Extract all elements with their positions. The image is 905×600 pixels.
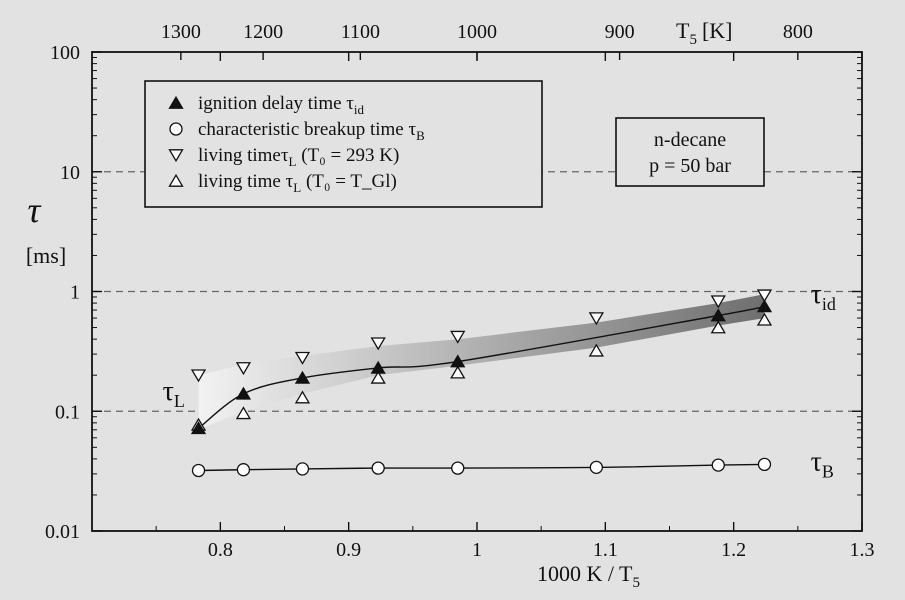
data-point bbox=[294, 390, 311, 404]
x-tick-label: 0.8 bbox=[208, 539, 233, 561]
legend-label-main: living timeτ bbox=[198, 145, 289, 166]
data-point bbox=[757, 457, 772, 472]
curve-label-main: τ bbox=[163, 376, 174, 407]
legend-marker bbox=[169, 122, 183, 136]
markers bbox=[190, 289, 773, 478]
y-tick-label: 10 bbox=[60, 162, 80, 184]
x-axis-title-main: 1000 K / T bbox=[537, 561, 633, 586]
data-point bbox=[190, 369, 207, 383]
top-axis: 1300 1200 1100 1000 900 800 bbox=[161, 21, 813, 60]
data-point bbox=[710, 295, 726, 309]
legend-label: living timeτL (T₀ = 293 K) bbox=[198, 145, 399, 169]
curve-label-sub: id bbox=[822, 294, 836, 314]
legend-label-sub: B bbox=[416, 128, 425, 143]
x-tick-label: 1.1 bbox=[593, 539, 618, 561]
legend-label-sub: L bbox=[289, 154, 297, 169]
top-tick-label: 1100 bbox=[341, 21, 380, 43]
y-tick-label: 0.01 bbox=[45, 521, 80, 543]
legend-label-sub: id bbox=[354, 102, 365, 117]
x-axis-title: 1000 K / T5 bbox=[537, 561, 640, 591]
top-tick-label: 1200 bbox=[243, 21, 283, 43]
data-point bbox=[756, 299, 773, 313]
legend-label-main: ignition delay time τ bbox=[198, 93, 354, 114]
x-tick-label: 1.3 bbox=[850, 539, 875, 561]
y-tick-label: 1 bbox=[70, 282, 80, 304]
data-point bbox=[756, 312, 773, 326]
data-point bbox=[710, 308, 726, 322]
top-axis-title-main: T bbox=[676, 18, 690, 43]
legend-label-main: living time τ bbox=[198, 171, 294, 192]
curve-label: τL bbox=[163, 376, 185, 411]
data-point bbox=[756, 289, 773, 303]
legend-marker bbox=[168, 149, 184, 163]
data-point bbox=[235, 386, 252, 400]
curve-label: τid bbox=[811, 279, 836, 314]
data-point bbox=[450, 365, 466, 379]
top-tick-label: 900 bbox=[605, 21, 635, 43]
data-point bbox=[191, 463, 206, 478]
legend-box bbox=[144, 80, 543, 208]
legend-label: characteristic breakup time τB bbox=[198, 119, 425, 143]
curve-label-sub: L bbox=[174, 391, 185, 411]
top-axis-title-unit: [K] bbox=[702, 18, 733, 43]
data-point bbox=[450, 354, 466, 368]
x-tick-label: 0.9 bbox=[336, 539, 361, 561]
data-point bbox=[370, 360, 386, 374]
curve-label: τB bbox=[811, 446, 834, 481]
y-axis: 0.01 0.1 1 10 100 bbox=[45, 42, 862, 543]
legend-marker bbox=[168, 95, 184, 109]
data-point bbox=[294, 351, 311, 365]
x-axis-title-sub: 5 bbox=[633, 575, 641, 591]
y-tick-label: 0.1 bbox=[55, 401, 80, 423]
annotation-frame bbox=[615, 117, 765, 187]
series-curve bbox=[198, 463, 765, 472]
data-point bbox=[588, 312, 604, 326]
data-point bbox=[710, 320, 726, 334]
x-tick-label: 1.2 bbox=[721, 539, 746, 561]
x-tick-label: 1 bbox=[472, 539, 482, 561]
data-point bbox=[588, 343, 604, 357]
data-point bbox=[236, 463, 251, 477]
top-tick-label: 1000 bbox=[457, 21, 497, 43]
legend-marker bbox=[168, 173, 184, 187]
annotation-line2: p = 50 bar bbox=[649, 155, 731, 177]
data-point bbox=[451, 461, 465, 475]
data-point bbox=[370, 370, 386, 384]
curve-label-sub: B bbox=[822, 461, 834, 481]
data-point bbox=[589, 460, 603, 475]
data-point bbox=[235, 406, 252, 420]
y-axis-symbol: τ bbox=[28, 190, 42, 230]
data-point bbox=[235, 362, 252, 376]
shaded-band bbox=[198, 294, 765, 430]
legend-label: ignition delay time τid bbox=[198, 93, 365, 117]
data-point bbox=[370, 337, 386, 351]
legend-label-suffix: (T₀ = T_Gl) bbox=[301, 171, 397, 192]
data-point bbox=[711, 458, 725, 472]
top-tick-label: 1300 bbox=[161, 21, 201, 43]
top-axis-title: T5 [K] bbox=[676, 18, 733, 48]
data-point bbox=[371, 461, 385, 475]
data-point bbox=[190, 421, 207, 435]
curve-label-main: τ bbox=[811, 446, 822, 477]
legend-label-suffix: (T₀ = 293 K) bbox=[296, 145, 399, 166]
y-tick-label: 100 bbox=[50, 42, 80, 64]
annotation-box: n-decane p = 50 bar bbox=[615, 117, 765, 187]
legend-label-sub: L bbox=[293, 180, 301, 195]
y-axis-unit: [ms] bbox=[26, 243, 66, 268]
data-point bbox=[294, 370, 311, 384]
legend-label-main: characteristic breakup time τ bbox=[198, 119, 416, 140]
annotation-line1: n-decane bbox=[654, 129, 726, 151]
curve-label-main: τ bbox=[811, 279, 822, 310]
data-point bbox=[295, 462, 310, 476]
legend-label: living time τL (T₀ = T_Gl) bbox=[198, 171, 397, 195]
data-point bbox=[450, 330, 466, 344]
top-tick-label: 800 bbox=[783, 21, 813, 43]
top-axis-title-sub: 5 bbox=[689, 32, 697, 48]
